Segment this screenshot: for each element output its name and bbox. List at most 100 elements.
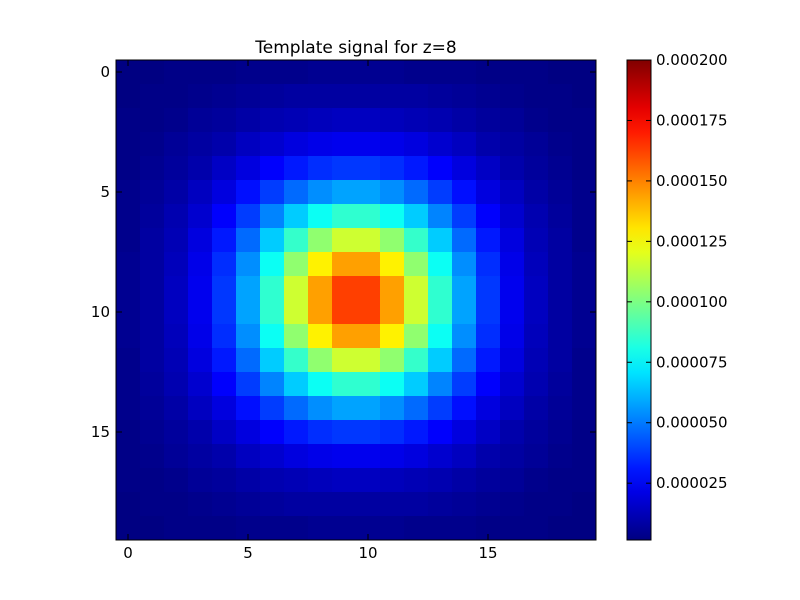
- heatmap-cell: [188, 84, 213, 109]
- heatmap-cell: [380, 468, 405, 493]
- heatmap-cell: [548, 180, 573, 205]
- heatmap-cell: [212, 180, 237, 205]
- heatmap-cell: [500, 108, 525, 133]
- heatmap-cell: [452, 324, 477, 349]
- heatmap-cell: [284, 420, 309, 445]
- heatmap-cell: [212, 492, 237, 517]
- heatmap-cell: [476, 420, 501, 445]
- heatmap-cell: [476, 180, 501, 205]
- heatmap-cell: [164, 372, 189, 397]
- heatmap-cell: [428, 372, 453, 397]
- heatmap-cell: [188, 444, 213, 469]
- heatmap-cell: [284, 228, 309, 253]
- heatmap-cell: [452, 444, 477, 469]
- heatmap-cell: [332, 468, 357, 493]
- heatmap-cell: [476, 204, 501, 229]
- heatmap-cell: [380, 372, 405, 397]
- heatmap-cell: [212, 420, 237, 445]
- heatmap-cell: [212, 108, 237, 133]
- heatmap-cell: [380, 324, 405, 349]
- heatmap-cell: [260, 180, 285, 205]
- heatmap-cell: [356, 276, 381, 301]
- heatmap-cell: [284, 132, 309, 157]
- heatmap-cell: [428, 180, 453, 205]
- heatmap-cell: [404, 516, 429, 541]
- x-axis: 0 5 10 15: [123, 60, 498, 562]
- heatmap-cell: [548, 108, 573, 133]
- heatmap-cell: [500, 300, 525, 325]
- heatmap-cell: [236, 180, 261, 205]
- colorbar-tick-label: 0.000175: [656, 111, 728, 129]
- heatmap-cell: [332, 180, 357, 205]
- heatmap-cell: [548, 468, 573, 493]
- heatmap-cell: [116, 372, 141, 397]
- heatmap-cell: [332, 396, 357, 421]
- heatmap-cell: [212, 252, 237, 277]
- y-tick-label: 5: [100, 183, 110, 201]
- heatmap-cell: [452, 468, 477, 493]
- heatmap-cell: [116, 348, 141, 373]
- heatmap-cell: [404, 372, 429, 397]
- heatmap-cell: [116, 276, 141, 301]
- heatmap-cell: [188, 60, 213, 85]
- heatmap-cell: [236, 300, 261, 325]
- heatmap-cell: [428, 108, 453, 133]
- colorbar-tick-label: 0.000050: [656, 414, 728, 432]
- heatmap-cell: [332, 444, 357, 469]
- heatmap-cell: [380, 180, 405, 205]
- heatmap-cell: [356, 372, 381, 397]
- heatmap-cell: [140, 252, 165, 277]
- heatmap-cell: [236, 228, 261, 253]
- heatmap-cell: [524, 300, 549, 325]
- heatmap-cell: [428, 156, 453, 181]
- heatmap-cell: [524, 60, 549, 85]
- heatmap-cell: [476, 324, 501, 349]
- heatmap-cell: [332, 228, 357, 253]
- heatmap-cell: [404, 348, 429, 373]
- heatmap-cell: [140, 84, 165, 109]
- heatmap-cell: [548, 444, 573, 469]
- heatmap-cell: [428, 492, 453, 517]
- heatmap-cell: [524, 444, 549, 469]
- heatmap-cell: [500, 516, 525, 541]
- heatmap-cell: [404, 300, 429, 325]
- heatmap-cell: [524, 180, 549, 205]
- heatmap-cell: [284, 348, 309, 373]
- heatmap-cell: [212, 300, 237, 325]
- heatmap-cell: [116, 444, 141, 469]
- heatmap-cell: [308, 156, 333, 181]
- heatmap-cell: [332, 252, 357, 277]
- heatmap-cell: [308, 60, 333, 85]
- heatmap-cell: [476, 444, 501, 469]
- heatmap-cell: [308, 180, 333, 205]
- heatmap-cell: [572, 516, 597, 541]
- heatmap-cell: [428, 324, 453, 349]
- heatmap-cell: [404, 276, 429, 301]
- heatmap-cell: [452, 348, 477, 373]
- heatmap-cell: [164, 84, 189, 109]
- heatmap-cell: [500, 180, 525, 205]
- heatmap-cell: [476, 156, 501, 181]
- heatmap-cell: [140, 516, 165, 541]
- heatmap-cell: [188, 420, 213, 445]
- heatmap-cell: [164, 444, 189, 469]
- colorbar-tick-label: 0.000150: [656, 172, 728, 190]
- heatmap-cell: [500, 84, 525, 109]
- heatmap-cell: [428, 204, 453, 229]
- heatmap-cell: [332, 60, 357, 85]
- heatmap-cell: [332, 324, 357, 349]
- heatmap-cell: [524, 252, 549, 277]
- heatmap-cell: [572, 372, 597, 397]
- heatmap-cell: [404, 396, 429, 421]
- x-tick-label: 5: [243, 544, 253, 562]
- heatmap-cell: [188, 348, 213, 373]
- colorbar-tick-label: 0.000125: [656, 232, 728, 250]
- heatmap-cell: [236, 324, 261, 349]
- heatmap-cell: [380, 204, 405, 229]
- heatmap-cell: [524, 228, 549, 253]
- heatmap-cell: [428, 252, 453, 277]
- heatmap-cell: [524, 420, 549, 445]
- heatmap-cell: [548, 204, 573, 229]
- heatmap-cell: [500, 132, 525, 157]
- heatmap-cell: [332, 372, 357, 397]
